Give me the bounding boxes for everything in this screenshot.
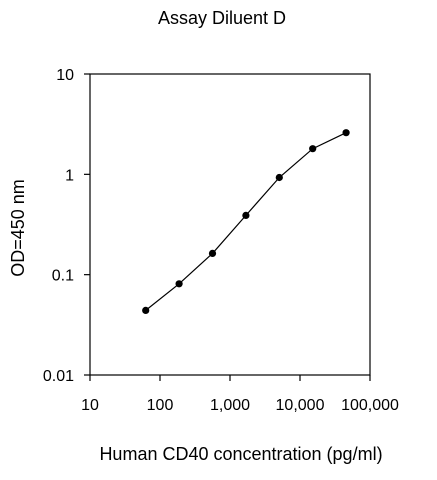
- x-tick-label: 10: [81, 397, 99, 414]
- y-axis-ticks: [84, 73, 90, 376]
- x-tick-label: 100: [147, 397, 174, 414]
- x-tick-label: 1,000: [210, 397, 250, 414]
- y-tick-label: 0.1: [52, 268, 74, 285]
- data-point: [242, 211, 250, 219]
- y-tick-label: 10: [56, 67, 74, 84]
- series-points: [142, 129, 350, 314]
- y-tick-label: 1: [65, 167, 74, 184]
- chart-title: Assay Diluent D: [158, 8, 286, 28]
- x-tick-label: 100,000: [341, 397, 399, 414]
- x-axis-label: Human CD40 concentration (pg/ml): [99, 444, 382, 464]
- x-axis-ticks: [89, 375, 371, 381]
- x-tick-label: 10,000: [276, 397, 325, 414]
- y-axis-tick-labels: 0.01 0.1 1 10: [43, 67, 74, 385]
- y-axis-label: OD=450 nm: [8, 179, 28, 277]
- plot-frame: [89, 73, 371, 376]
- x-axis-tick-labels: 10 100 1,000 10,000 100,000: [81, 397, 399, 414]
- data-point: [208, 249, 217, 257]
- data-point: [309, 145, 317, 153]
- data-point: [175, 280, 183, 288]
- y-tick-label: 0.01: [43, 368, 74, 385]
- data-point: [342, 129, 350, 137]
- data-point: [275, 173, 283, 182]
- data-point: [142, 306, 150, 314]
